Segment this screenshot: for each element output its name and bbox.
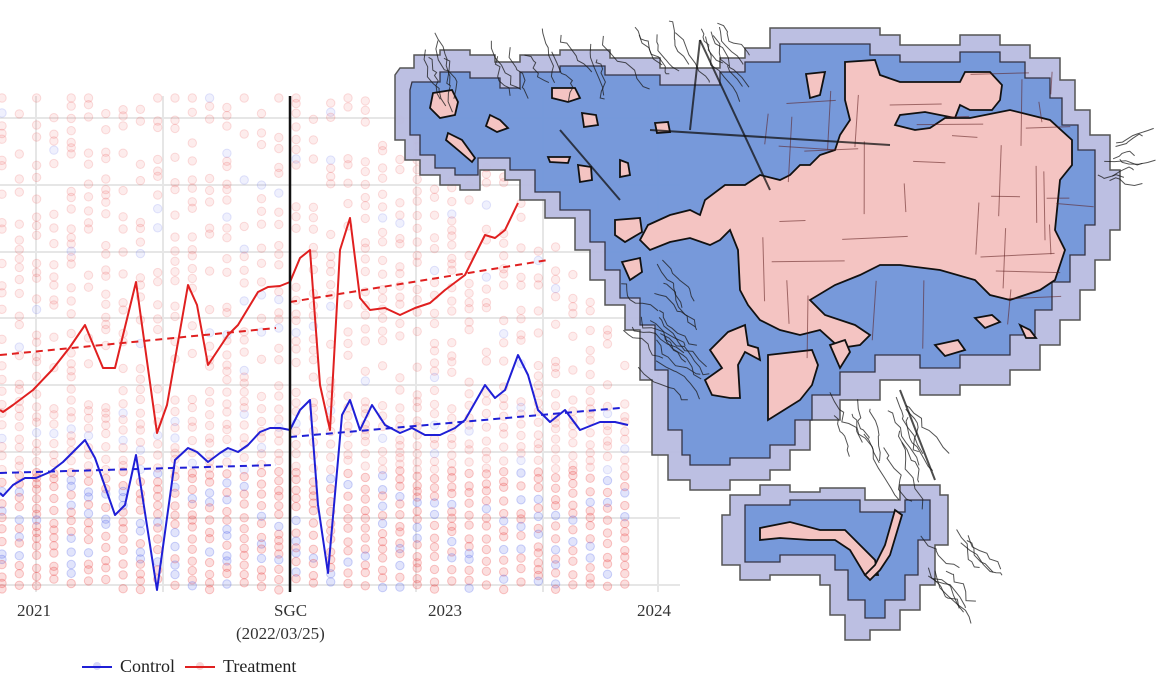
treatment-line-icon <box>185 661 216 670</box>
x-tick-2021: 2021 <box>17 601 51 620</box>
legend-label-control: Control <box>120 656 176 676</box>
scatter-points <box>0 93 630 595</box>
x-tick-sgc: SGC <box>274 601 308 620</box>
series-lines <box>0 202 629 591</box>
legend-label-treatment: Treatment <box>223 656 297 676</box>
treatment-zones <box>429 59 1073 582</box>
x-tick-sgc-date: (2022/03/25) <box>236 624 325 643</box>
legend-item-treatment: Treatment <box>185 656 296 677</box>
legend-item-control: Control <box>82 656 175 677</box>
road-network <box>423 20 1156 624</box>
x-tick-2023: 2023 <box>428 601 462 620</box>
control-line-icon <box>82 661 112 670</box>
chart-legend: Control Treatment <box>82 656 296 677</box>
x-tick-2024: 2024 <box>637 601 671 620</box>
